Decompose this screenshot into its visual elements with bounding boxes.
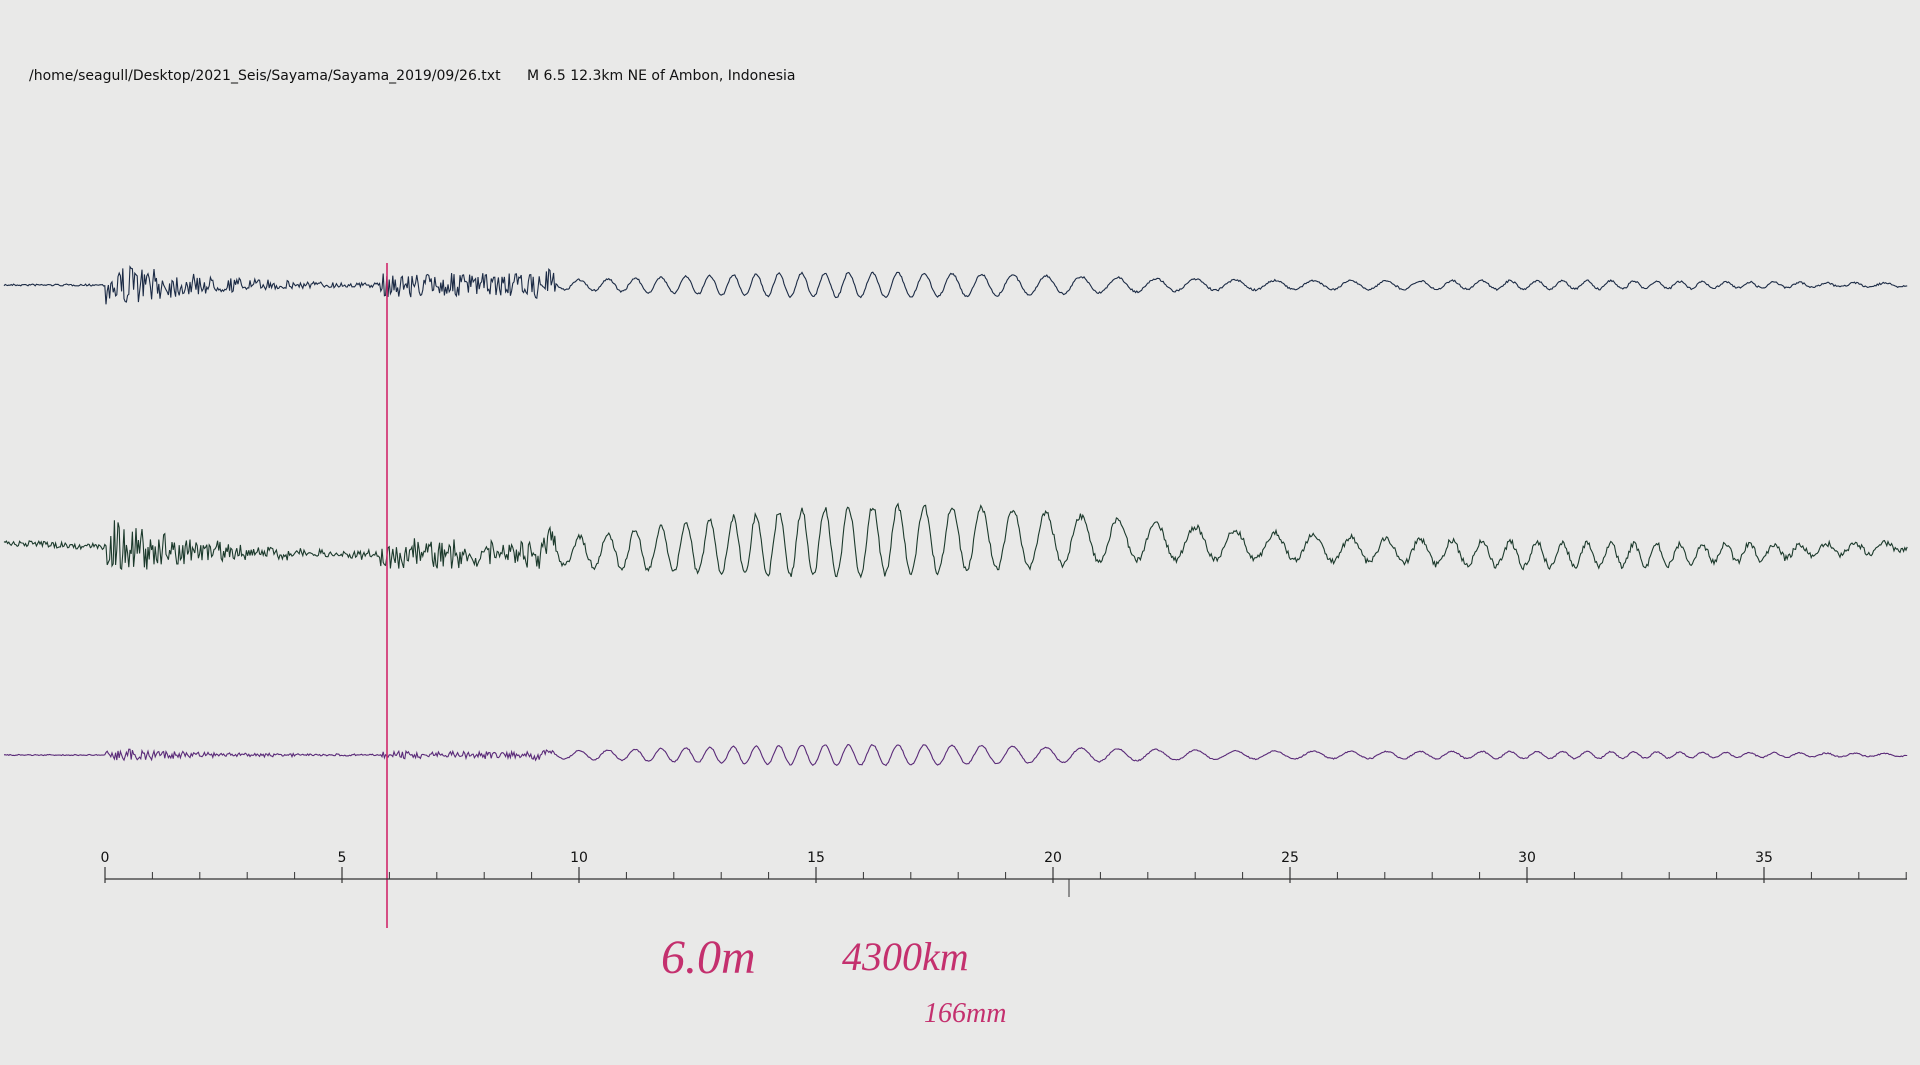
tick-label: 5 xyxy=(338,850,347,866)
waveform xyxy=(3,502,1908,579)
tick-label: 30 xyxy=(1518,850,1536,866)
distance-note: 4300km xyxy=(842,934,969,979)
time-axis: 0 5 10 15 20 25 30 35 xyxy=(101,850,1907,897)
waveform xyxy=(3,744,1908,767)
tick-label: 35 xyxy=(1755,850,1773,866)
waveform xyxy=(3,265,1908,305)
tick-label: 15 xyxy=(807,850,825,866)
file-path: /home/seagull/Desktop/2021_Seis/Sayama/S… xyxy=(29,68,501,84)
tick-label: 25 xyxy=(1281,850,1299,866)
traces xyxy=(3,265,1908,767)
event-title: M 6.5 12.3km NE of Ambon, Indonesia xyxy=(527,68,795,84)
length-note: 166mm xyxy=(924,998,1006,1029)
tick-label: 0 xyxy=(101,850,110,866)
tick-label: 20 xyxy=(1044,850,1062,866)
tick-label: 10 xyxy=(570,850,588,866)
magnitude-note: 6.0m xyxy=(661,931,756,984)
